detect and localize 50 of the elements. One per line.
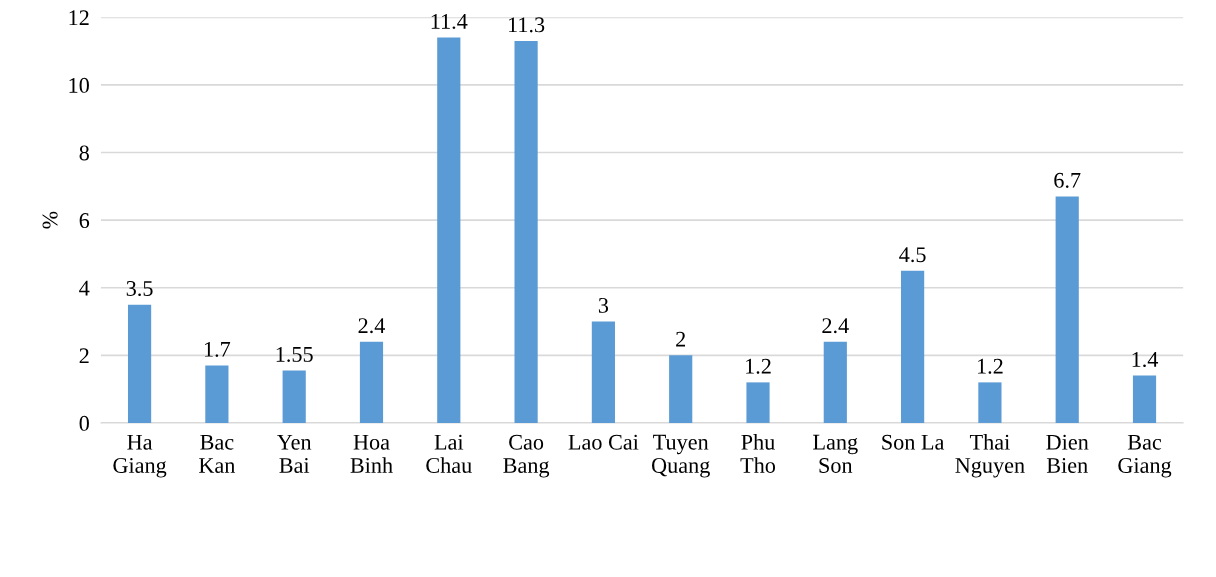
x-tick-label: Bac Kan [199, 434, 236, 473]
bar [1055, 196, 1079, 423]
x-tick-label: Dien Bien [1046, 434, 1089, 473]
bar [205, 365, 229, 423]
bar [901, 270, 925, 423]
x-tick-label: Lang Son [813, 434, 858, 473]
x-tick-label: Yen Bai [277, 434, 312, 473]
x-tick-label: Lai Chau [426, 434, 472, 473]
y-tick-label: 4 [79, 280, 90, 296]
data-label: 11.4 [431, 14, 468, 30]
x-tick-label: Thai Nguyen [955, 434, 1025, 478]
x-tick-label: Cao Bang [503, 434, 550, 478]
x-tick-label: Ha Giang [113, 434, 167, 478]
bar [127, 304, 152, 423]
bar [823, 341, 847, 423]
data-label: 6.7 [1054, 172, 1081, 188]
y-tick-label: 12 [69, 10, 89, 26]
data-label: 2 [676, 331, 686, 347]
bar [1132, 375, 1157, 423]
bar [359, 341, 384, 423]
data-label: 2.4 [358, 318, 386, 334]
data-label: 2.4 [822, 318, 849, 334]
data-label: 1.2 [977, 358, 1003, 374]
x-tick-label: Lao Cai [568, 434, 639, 450]
data-label: 1.4 [1132, 352, 1159, 368]
bar [437, 37, 461, 423]
x-tick-label: Hoa Binh [350, 434, 393, 473]
data-label: 3.5 [126, 281, 153, 297]
bar [746, 382, 770, 423]
data-label: 11.3 [509, 17, 545, 33]
y-tick-label: 2 [79, 348, 89, 364]
x-tick-label: Phu Tho [740, 434, 776, 473]
y-tick-label: 0 [79, 415, 89, 431]
y-tick-label: 6 [79, 213, 90, 229]
y-tick-label: 8 [79, 145, 89, 161]
y-tick-label: 10 [69, 77, 89, 93]
data-label: 4.5 [899, 247, 926, 263]
data-label: 1.2 [746, 358, 771, 374]
x-tick-label: Tuyen Quang [651, 434, 710, 478]
bar [978, 382, 1002, 423]
data-label: 1.7 [204, 341, 231, 357]
bar [669, 355, 693, 423]
x-tick-label: Bac Giang [1118, 434, 1172, 478]
data-label: 1.55 [276, 346, 313, 362]
bar [282, 370, 306, 423]
bar [514, 40, 538, 423]
y-axis-title: % [42, 211, 58, 229]
data-label: 3 [598, 297, 609, 313]
x-tick-label: Son La [882, 434, 945, 450]
bar [591, 321, 615, 423]
